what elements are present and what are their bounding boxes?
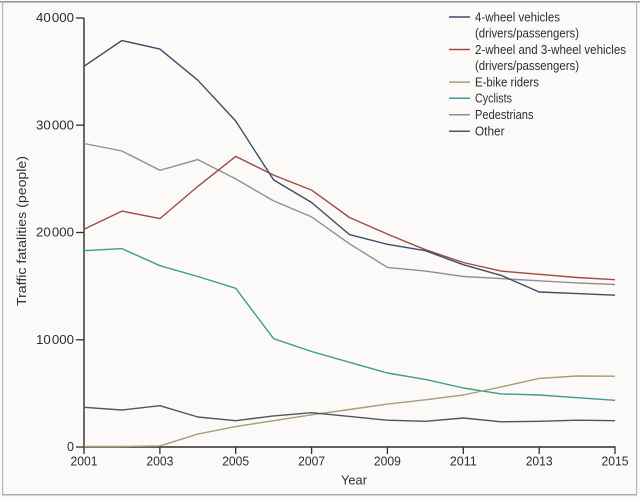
- svg-text:4-wheel vehicles: 4-wheel vehicles: [475, 10, 560, 24]
- svg-text:2015: 2015: [602, 455, 629, 469]
- svg-text:2-wheel and 3-wheel vehicles: 2-wheel and 3-wheel vehicles: [475, 43, 626, 57]
- svg-text:Year: Year: [341, 474, 367, 488]
- svg-text:Pedestrians: Pedestrians: [475, 108, 534, 122]
- svg-text:40 000: 40 000: [36, 11, 74, 25]
- svg-text:Other: Other: [475, 125, 505, 139]
- svg-text:Cyclists: Cyclists: [475, 92, 512, 106]
- svg-text:2009: 2009: [374, 455, 401, 469]
- svg-text:2001: 2001: [71, 455, 98, 469]
- svg-text:30 000: 30 000: [36, 118, 74, 132]
- svg-text:10 000: 10 000: [36, 333, 74, 347]
- svg-text:2007: 2007: [298, 455, 325, 469]
- svg-text:2011: 2011: [450, 455, 477, 469]
- svg-text:0: 0: [67, 440, 74, 454]
- svg-text:(drivers/passengers): (drivers/passengers): [475, 59, 579, 73]
- svg-text:Traffic fatalities (people): Traffic fatalities (people): [15, 156, 29, 306]
- svg-text:2003: 2003: [146, 455, 173, 469]
- svg-text:(drivers/passengers): (drivers/passengers): [475, 26, 579, 40]
- svg-text:2013: 2013: [526, 455, 553, 469]
- svg-text:2005: 2005: [222, 455, 249, 469]
- svg-text:E-bike riders: E-bike riders: [475, 75, 539, 89]
- svg-text:20 000: 20 000: [36, 226, 74, 240]
